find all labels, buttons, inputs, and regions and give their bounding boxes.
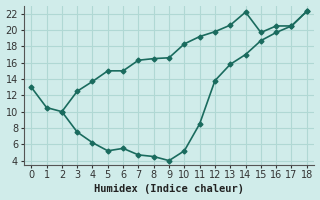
X-axis label: Humidex (Indice chaleur): Humidex (Indice chaleur) — [94, 184, 244, 194]
